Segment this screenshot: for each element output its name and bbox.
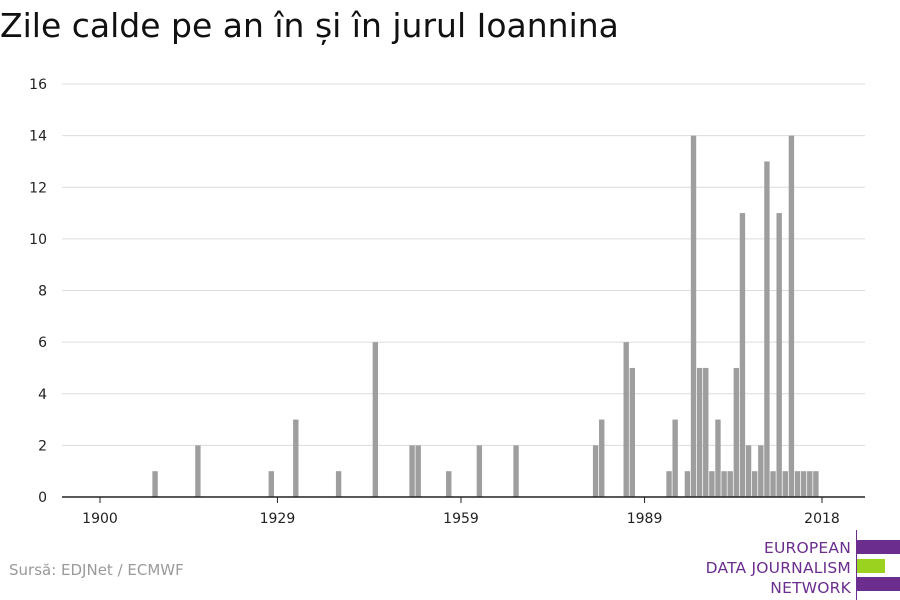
bar <box>739 213 746 497</box>
chart-title: Zile calde pe an în și în jurul Ioannina <box>0 6 619 45</box>
bar <box>776 213 782 497</box>
bar <box>788 135 795 497</box>
bar <box>409 445 415 497</box>
x-tick-label: 1900 <box>82 511 118 527</box>
logo-bar-top <box>857 540 900 554</box>
bar <box>672 419 678 497</box>
logo-text: EUROPEAN DATA JOURNALISM NETWORK <box>706 538 851 598</box>
bar <box>770 471 776 497</box>
logo-divider <box>856 530 857 600</box>
bar <box>335 471 342 497</box>
bar <box>623 342 629 497</box>
y-tick-label: 8 <box>38 284 47 300</box>
bar <box>733 367 740 497</box>
bar <box>696 367 703 497</box>
x-tick-label: 1989 <box>627 511 663 527</box>
y-tick-label: 6 <box>38 335 47 351</box>
x-tick-label: 1929 <box>260 511 296 527</box>
bar <box>745 445 752 497</box>
y-tick-label: 0 <box>38 490 47 506</box>
bar <box>415 445 421 497</box>
logo-line-3: NETWORK <box>770 579 851 597</box>
bar <box>476 445 483 497</box>
bar <box>684 471 691 497</box>
bar <box>666 471 672 497</box>
bar <box>764 161 770 497</box>
bar <box>807 471 813 497</box>
bar <box>690 135 697 497</box>
bar <box>268 471 275 497</box>
logo-line-1: EUROPEAN <box>763 539 851 557</box>
bar <box>794 471 801 497</box>
bar <box>513 445 519 497</box>
y-tick-label: 4 <box>38 387 47 403</box>
bar <box>703 367 709 497</box>
bar <box>709 471 715 497</box>
y-tick-label: 10 <box>29 232 47 248</box>
bar <box>592 445 599 497</box>
y-tick-label: 2 <box>38 438 47 454</box>
logo-bar-middle <box>857 559 885 573</box>
bar <box>152 471 158 497</box>
y-tick-label: 14 <box>29 129 47 145</box>
bar <box>195 445 201 497</box>
bar <box>715 419 721 497</box>
bar <box>721 471 727 497</box>
bar <box>629 367 636 497</box>
y-tick-label: 12 <box>29 180 47 196</box>
bar <box>599 419 605 497</box>
y-axis-ticks: 0 2 4 6 8 10 12 14 16 <box>29 77 47 506</box>
bar <box>293 419 299 497</box>
bars <box>152 135 819 497</box>
x-tick-label: 1959 <box>443 511 479 527</box>
bar <box>752 471 758 497</box>
bar <box>782 471 788 497</box>
source-note: Sursă: EDJNet / ECMWF <box>9 561 184 579</box>
bar <box>446 471 452 497</box>
bar <box>800 471 807 497</box>
bar <box>372 342 379 497</box>
edjnet-logo: EUROPEAN DATA JOURNALISM NETWORK <box>700 530 900 600</box>
y-tick-label: 16 <box>29 77 47 93</box>
x-axis-ticks: 1900 1929 1959 1989 2018 <box>82 497 840 527</box>
bar <box>813 471 819 497</box>
logo-line-2: DATA JOURNALISM <box>705 559 851 577</box>
bar <box>758 445 764 497</box>
x-tick-label: 2018 <box>804 511 840 527</box>
bar <box>727 471 733 497</box>
logo-bar-bottom <box>857 577 900 591</box>
